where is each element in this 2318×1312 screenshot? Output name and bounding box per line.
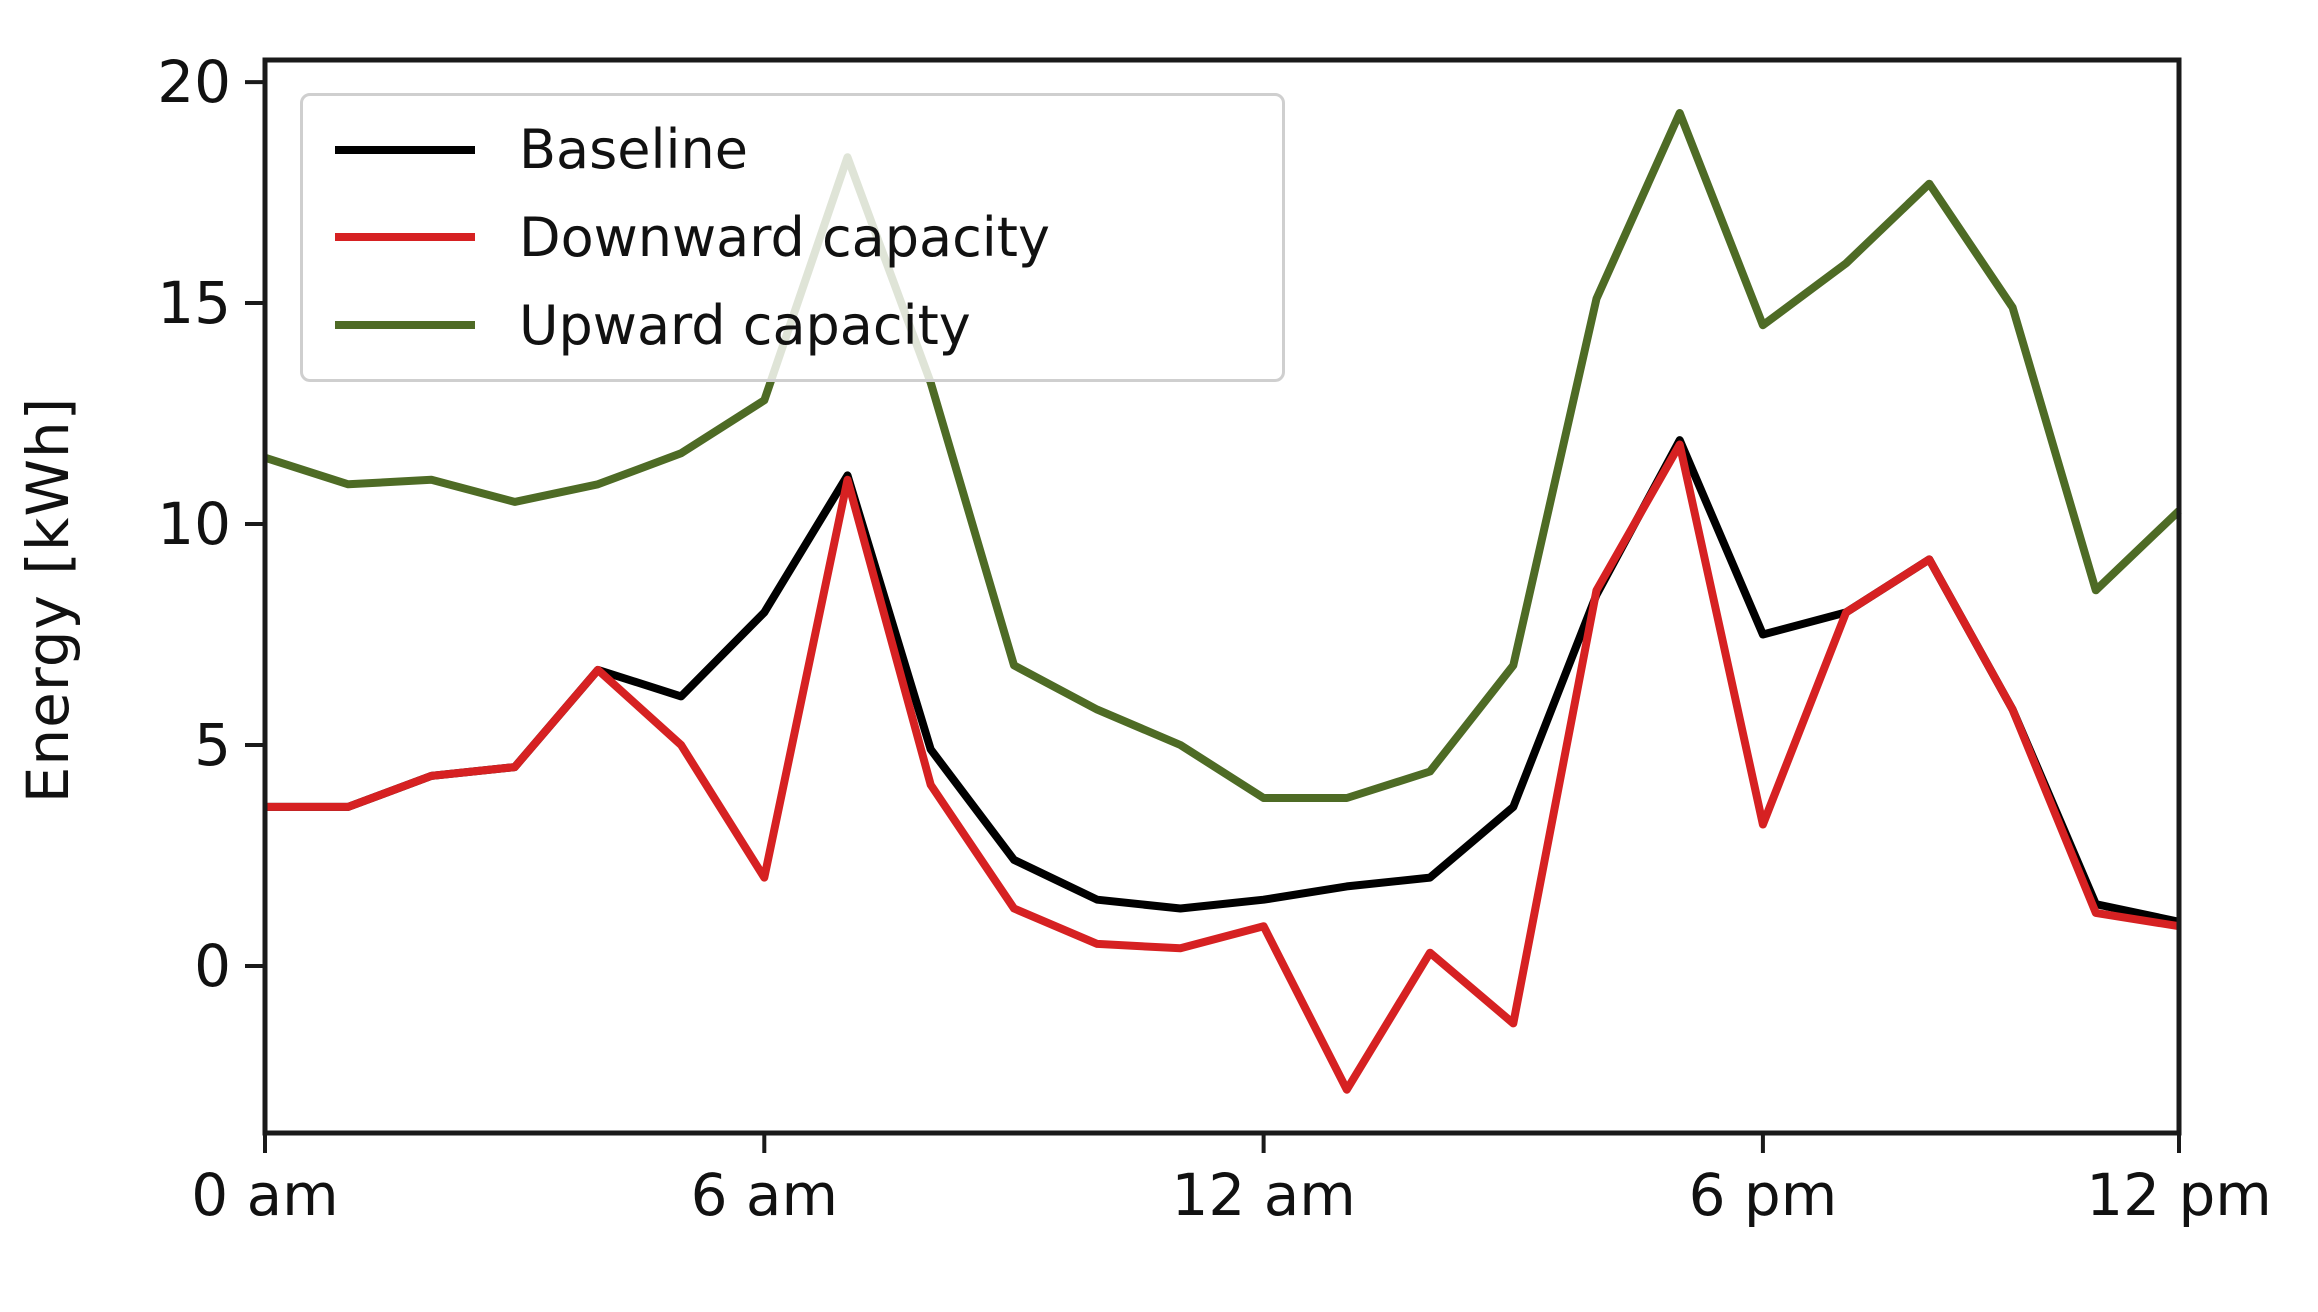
y-tick-label: 15 [157, 269, 231, 337]
series-line-upward-capacity [263, 109, 2182, 802]
legend-item-upward-capacity: Upward capacity [303, 294, 1282, 357]
series-line-downward-capacity [265, 440, 2180, 1094]
legend-item-downward-capacity: Downward capacity [303, 206, 1282, 269]
x-tick-label: 6 pm [1689, 1161, 1838, 1229]
legend-label: Downward capacity [519, 205, 1050, 269]
x-tick-label: 6 am [691, 1161, 838, 1229]
y-tick-label: 10 [157, 490, 231, 558]
y-tick-label: 5 [194, 711, 231, 779]
legend-swatch [335, 321, 475, 330]
y-axis-label: Energy [kWh] [14, 396, 82, 804]
legend-label: Upward capacity [519, 293, 971, 357]
x-tick-label: 12 am [1171, 1161, 1355, 1229]
x-tick-label: 12 pm [2086, 1161, 2272, 1229]
y-tick-label: 0 [194, 932, 231, 1000]
chart-legend: Baseline Downward capacity Upward capacity [300, 93, 1285, 382]
legend-swatch [335, 145, 475, 154]
legend-label: Baseline [519, 118, 748, 182]
x-tick-label: 0 am [191, 1161, 338, 1229]
legend-item-baseline: Baseline [303, 118, 1282, 181]
y-tick-label: 20 [157, 48, 231, 116]
legend-swatch [335, 233, 475, 242]
plot-border [262, 57, 2182, 1136]
series-line-baseline [265, 436, 2180, 926]
